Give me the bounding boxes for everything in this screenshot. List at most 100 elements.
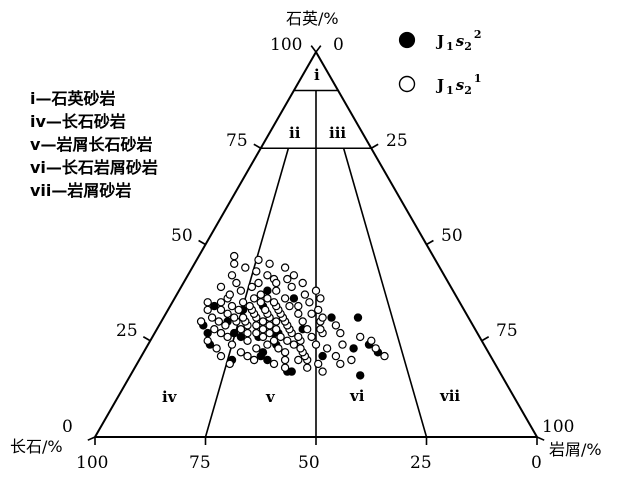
region-label-vii: vii — [439, 387, 460, 405]
open-data-point — [303, 325, 312, 334]
open-data-point — [232, 278, 241, 288]
legend-s: s — [456, 76, 465, 94]
description-separator: — — [51, 181, 67, 200]
open-data-point — [252, 344, 261, 353]
legend-s: s — [456, 32, 465, 50]
open-data-point — [238, 298, 248, 307]
filled-data-point — [349, 344, 358, 353]
left-tick-75: 75 — [226, 131, 248, 151]
open-data-point — [236, 348, 246, 357]
region-label-iii: iii — [329, 124, 346, 142]
legend-superscript: 2 — [474, 28, 482, 41]
open-data-point — [265, 328, 274, 338]
right-tick-25: 25 — [386, 131, 408, 151]
open-data-point — [283, 274, 292, 284]
feldspar-axis-title: 长石/% — [10, 437, 63, 456]
filled-data-point — [256, 351, 265, 361]
bottom-tick-100: 100 — [76, 453, 108, 473]
left-tick-mark — [253, 143, 262, 149]
legend-base: J — [435, 32, 444, 50]
filled-data-point — [356, 371, 365, 380]
open-data-point — [210, 325, 219, 334]
open-data-point — [316, 325, 325, 334]
open-data-point — [254, 278, 263, 288]
description-code: i — [30, 89, 35, 108]
open-data-point — [265, 259, 274, 268]
open-data-point — [272, 325, 281, 334]
open-data-point — [274, 344, 283, 353]
filled-data-point — [263, 286, 272, 295]
open-data-point — [227, 301, 237, 311]
description-separator: — — [35, 89, 51, 108]
open-data-point — [307, 309, 316, 318]
right-corner-tick-mark — [536, 436, 545, 441]
bottom-tick-75: 75 — [189, 453, 211, 473]
open-data-point — [336, 328, 345, 338]
open-data-point — [347, 355, 356, 365]
region-label-i: i — [314, 66, 320, 84]
open-data-point — [263, 294, 272, 303]
filled-data-point — [289, 294, 299, 303]
right-tick-mark — [370, 143, 379, 149]
filled-data-point — [210, 301, 219, 311]
filled-data-point — [327, 313, 336, 322]
right-tick-mark — [481, 336, 490, 342]
open-data-point — [380, 351, 389, 361]
scatter-points — [196, 251, 389, 380]
open-data-point — [243, 336, 252, 345]
description-separator: — — [46, 158, 62, 177]
apex-tick-mark — [310, 45, 317, 53]
right-tick-100: 100 — [542, 417, 574, 437]
open-data-point — [216, 282, 226, 292]
open-data-point — [280, 363, 290, 372]
open-data-point — [269, 298, 279, 307]
open-data-point — [314, 305, 323, 315]
right-tick-75: 75 — [496, 321, 518, 341]
open-data-point — [238, 313, 248, 322]
description-separator: — — [46, 112, 62, 131]
open-data-point — [269, 359, 279, 369]
open-data-point — [196, 317, 206, 326]
quartz-axis-title: 石英/% — [286, 9, 339, 28]
filled-data-point — [353, 313, 363, 322]
open-data-point — [258, 332, 268, 342]
open-data-point — [311, 340, 321, 349]
open-data-point — [229, 313, 239, 322]
open-data-point — [296, 344, 305, 353]
feldspar-lithic-75-line — [342, 148, 428, 438]
filled-data-point — [203, 328, 212, 338]
open-data-point — [289, 271, 299, 280]
region-label-ii: ii — [289, 124, 301, 142]
open-data-point — [280, 355, 290, 365]
open-data-point — [367, 336, 376, 345]
open-data-point — [216, 351, 226, 361]
open-data-point — [276, 332, 285, 342]
filled-data-point — [318, 351, 327, 361]
legend-superscript: 1 — [474, 72, 482, 85]
left-tick-mark — [198, 239, 206, 246]
open-data-point — [356, 332, 365, 342]
open-data-point — [303, 363, 312, 372]
open-data-point — [280, 294, 290, 303]
left-tick-0: 0 — [62, 417, 73, 437]
open-data-point — [265, 321, 274, 330]
open-data-point — [314, 359, 323, 369]
description-text: 长石砂岩 — [62, 112, 126, 131]
open-data-point — [263, 271, 272, 280]
open-data-point — [252, 321, 261, 330]
open-data-point — [307, 332, 316, 342]
legend-label-lower: J 1 s21 — [435, 72, 482, 97]
left-corner-tick-mark — [87, 436, 96, 441]
open-data-point — [371, 344, 380, 353]
open-data-point — [227, 340, 237, 349]
legend-filled-circle-marker — [398, 31, 416, 49]
open-data-point — [234, 305, 243, 315]
apex-tick-mark — [315, 45, 322, 53]
open-data-point — [256, 298, 265, 307]
open-data-point — [336, 359, 345, 369]
open-data-point — [283, 336, 292, 345]
open-data-point — [331, 351, 341, 361]
open-data-point — [316, 294, 325, 303]
description-text: 岩屑长石砂岩 — [55, 135, 152, 154]
